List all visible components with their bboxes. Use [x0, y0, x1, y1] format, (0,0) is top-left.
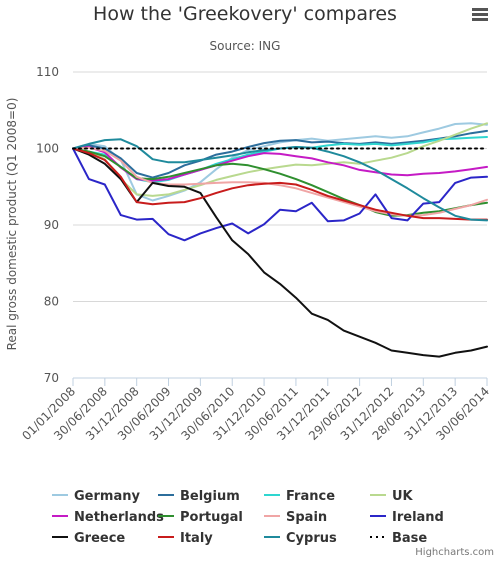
- y-tick-label: 110: [36, 65, 59, 79]
- legend-label: Greece: [74, 531, 125, 546]
- chart-subtitle: Source: ING: [210, 39, 281, 53]
- legend-label: Cyprus: [286, 531, 337, 546]
- y-tick-label: 90: [44, 218, 59, 232]
- y-tick-label: 70: [44, 371, 59, 385]
- legend: Germany Belgium France UK Netherlands Portuga…: [52, 489, 444, 546]
- y-axis-label: Real gross domestic product (Q1 2008=0): [5, 98, 19, 351]
- legend-item-greece[interactable]: Greece: [52, 531, 125, 546]
- legend-item-cyprus[interactable]: Cyprus: [264, 531, 337, 546]
- legend-item-italy[interactable]: Italy: [158, 531, 213, 546]
- series-line-ireland[interactable]: [72, 147, 488, 242]
- credits-link[interactable]: Highcharts.com: [415, 547, 494, 558]
- legend-item-france[interactable]: France: [264, 489, 335, 504]
- legend-item-ireland[interactable]: Ireland: [370, 510, 444, 525]
- legend-label: Base: [392, 531, 427, 546]
- hamburger-menu-icon[interactable]: [468, 4, 492, 24]
- y-tick-label: 80: [44, 295, 59, 309]
- legend-label: Portugal: [180, 510, 243, 525]
- legend-label: Germany: [74, 489, 140, 504]
- y-tick-labels: 70 80 90 100 110: [36, 65, 59, 385]
- series-line-belgium[interactable]: [72, 129, 488, 179]
- grid-layer: [73, 71, 487, 379]
- chart-title: How the 'Greekovery' compares: [93, 3, 397, 25]
- legend-label: France: [286, 489, 335, 504]
- legend-item-spain[interactable]: Spain: [264, 510, 327, 525]
- legend-item-base[interactable]: Base: [370, 531, 427, 546]
- legend-label: Spain: [286, 510, 327, 525]
- legend-label: Netherlands: [74, 510, 164, 525]
- legend-item-belgium[interactable]: Belgium: [158, 489, 240, 504]
- series-line-cyprus[interactable]: [72, 138, 488, 222]
- series-line-greece[interactable]: [72, 147, 488, 358]
- series-layer: [72, 122, 488, 358]
- legend-item-germany[interactable]: Germany: [52, 489, 140, 504]
- x-axis: 01/01/200830/06/200831/12/200830/06/2009…: [19, 377, 492, 443]
- legend-label: UK: [392, 489, 414, 504]
- legend-label: Italy: [180, 531, 213, 546]
- legend-label: Belgium: [180, 489, 240, 504]
- series-line-italy[interactable]: [72, 147, 488, 221]
- series-line-spain[interactable]: [72, 146, 488, 217]
- legend-label: Ireland: [392, 510, 444, 525]
- y-tick-label: 100: [36, 142, 59, 156]
- legend-item-uk[interactable]: UK: [370, 489, 414, 504]
- legend-item-portugal[interactable]: Portugal: [158, 510, 243, 525]
- series-line-germany[interactable]: [72, 122, 488, 202]
- legend-item-netherlands[interactable]: Netherlands: [52, 510, 164, 525]
